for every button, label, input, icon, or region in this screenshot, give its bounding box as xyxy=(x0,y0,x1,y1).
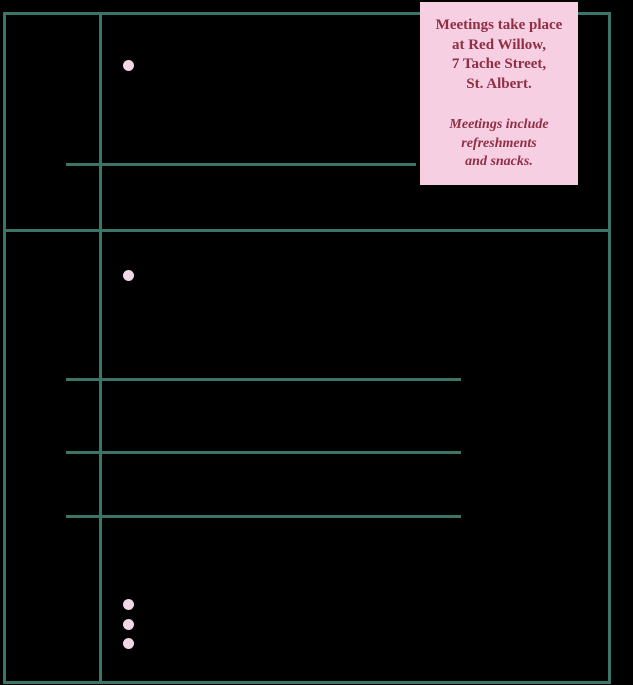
row-separator-2 xyxy=(3,229,611,232)
row-separator-1 xyxy=(66,163,416,166)
table-border-bottom xyxy=(3,681,611,684)
bullet-icon xyxy=(123,60,134,71)
bullet-icon xyxy=(123,638,134,649)
row-separator-4 xyxy=(66,451,461,454)
row-separator-3 xyxy=(66,378,461,381)
table-border-top xyxy=(3,12,611,15)
notice-location-text: Meetings take place at Red Willow, 7 Tac… xyxy=(420,16,578,94)
notice-location-line: at Red Willow, xyxy=(451,36,547,53)
notice-refreshments-line: refreshments xyxy=(461,135,537,151)
notice-refreshments-text: Meetings include refreshments and snacks… xyxy=(420,116,578,172)
table-column-divider xyxy=(99,12,102,684)
bullet-icon xyxy=(123,270,134,281)
notice-refreshments-line: and snacks. xyxy=(465,154,533,169)
row-separator-5 xyxy=(66,515,461,518)
notice-location-line: 7 Tache Street, xyxy=(451,56,547,72)
notice-location-line: St. Albert. xyxy=(466,75,532,92)
notice-location-line: Meetings take place xyxy=(435,17,563,33)
bullet-icon xyxy=(123,619,134,630)
table-border-left xyxy=(3,12,6,684)
notice-refreshments-line: Meetings include xyxy=(449,117,549,132)
bullet-icon xyxy=(123,599,134,610)
notice-card: Meetings take place at Red Willow, 7 Tac… xyxy=(420,2,578,185)
table-border-right xyxy=(608,12,611,684)
